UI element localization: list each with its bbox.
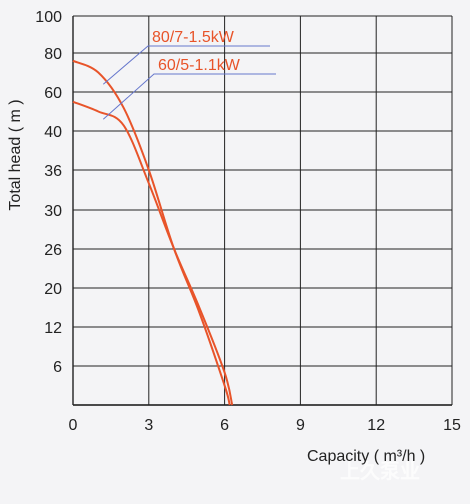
x-tick-label: 3 — [144, 417, 153, 434]
series-line-0 — [72, 59, 231, 406]
x-tick-label: 12 — [367, 417, 385, 434]
y-tick-labels: 6 12 20 26 30 36 40 60 80 100 — [35, 9, 62, 376]
y-tick-label: 60 — [44, 85, 62, 102]
series-label-1: 60/5-1.1kW — [158, 57, 241, 74]
y-tick-label: 30 — [44, 203, 62, 220]
series-lines — [72, 59, 234, 406]
y-tick-label: 100 — [35, 9, 62, 26]
y-tick-label: 26 — [44, 242, 62, 259]
x-tick-label: 15 — [443, 417, 461, 434]
x-axis-title: Capacity ( m³/h ) — [307, 448, 425, 465]
x-tick-label: 6 — [220, 417, 229, 434]
series-line-1 — [72, 100, 234, 406]
series-leader-0 — [102, 45, 270, 85]
x-tick-labels: 0 3 6 9 12 15 — [69, 417, 461, 434]
y-axis-title: Total head ( m ) — [7, 99, 24, 210]
watermark-text: 上久泵业 — [340, 459, 420, 483]
y-tick-label: 80 — [44, 46, 62, 63]
grid — [72, 15, 453, 406]
y-tick-label: 12 — [44, 320, 62, 337]
y-tick-label: 40 — [44, 124, 62, 141]
series-labels: 80/7-1.5kW 60/5-1.1kW — [152, 29, 241, 74]
x-tick-label: 9 — [296, 417, 305, 434]
series-label-0: 80/7-1.5kW — [152, 29, 235, 46]
y-tick-label: 36 — [44, 163, 62, 180]
series-leader-1 — [102, 73, 276, 120]
y-tick-label: 6 — [53, 359, 62, 376]
x-tick-label: 0 — [69, 417, 78, 434]
y-tick-label: 20 — [44, 281, 62, 298]
series-label-leaders — [102, 45, 276, 120]
